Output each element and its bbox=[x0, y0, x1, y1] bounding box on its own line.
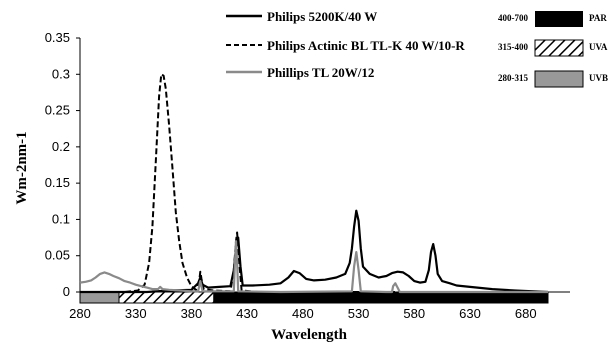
legend-label-philips-actinic: Philips Actinic BL TL-K 40 W/10-R bbox=[267, 38, 465, 53]
legend-label-phillips-tl: Phillips TL 20W/12 bbox=[267, 65, 374, 80]
y-tick-label: 0.35 bbox=[45, 30, 70, 45]
x-tick-label: 380 bbox=[181, 306, 203, 321]
x-tick-label: 630 bbox=[459, 306, 481, 321]
band-legend-label-par: PAR bbox=[589, 13, 607, 23]
y-tick-label: 0.1 bbox=[52, 211, 70, 226]
band-par bbox=[213, 291, 549, 304]
x-tick-label: 330 bbox=[125, 306, 147, 321]
y-tick-label: 0.05 bbox=[45, 248, 70, 263]
x-tick-label: 430 bbox=[236, 306, 258, 321]
y-tick-label: 0 bbox=[63, 284, 70, 299]
legend-label-philips-5200k: Philips 5200K/40 W bbox=[267, 9, 377, 24]
band-legend-range-uvb: 280-315 bbox=[498, 73, 528, 83]
band-legend-range-uva: 315-400 bbox=[498, 42, 528, 52]
band-legend-swatch-uvb bbox=[534, 70, 584, 88]
x-tick-label: 280 bbox=[69, 306, 91, 321]
y-tick-label: 0.25 bbox=[45, 103, 70, 118]
y-tick-label: 0.15 bbox=[45, 175, 70, 190]
series-line-philips-actinic bbox=[80, 73, 548, 293]
band-legend: 400-700 PAR 315-400 UVA 280-315 UVB bbox=[498, 11, 608, 88]
x-tick-label: 680 bbox=[515, 306, 537, 321]
x-tick-label: 580 bbox=[403, 306, 425, 321]
band-legend-label-uva: UVA bbox=[589, 42, 608, 52]
y-tick-label: 0.3 bbox=[52, 66, 70, 81]
band-uva bbox=[118, 291, 215, 304]
band-legend-label-uvb: UVB bbox=[589, 73, 608, 83]
legend: Philips 5200K/40 W Philips Actinic BL TL… bbox=[226, 9, 465, 80]
band-legend-swatch-uva bbox=[534, 39, 584, 57]
series-line-phillips-tl bbox=[79, 240, 548, 294]
band-uvb bbox=[79, 291, 120, 304]
y-axis-label: Wm-2nm-1 bbox=[14, 131, 30, 204]
x-tick-label: 480 bbox=[292, 306, 314, 321]
x-tick-label: 530 bbox=[348, 306, 370, 321]
x-axis-label: Wavelength bbox=[271, 327, 347, 343]
series-lines bbox=[79, 73, 549, 294]
band-legend-range-par: 400-700 bbox=[498, 13, 528, 23]
x-ticks: 280 330 380 430 480 530 580 630 680 bbox=[69, 292, 537, 321]
y-ticks: 0 0.05 0.1 0.15 0.2 0.25 0.3 0.35 bbox=[45, 30, 80, 299]
spectral-band-bar bbox=[79, 291, 549, 304]
band-legend-swatch-par bbox=[535, 11, 583, 27]
y-tick-label: 0.2 bbox=[52, 139, 70, 154]
